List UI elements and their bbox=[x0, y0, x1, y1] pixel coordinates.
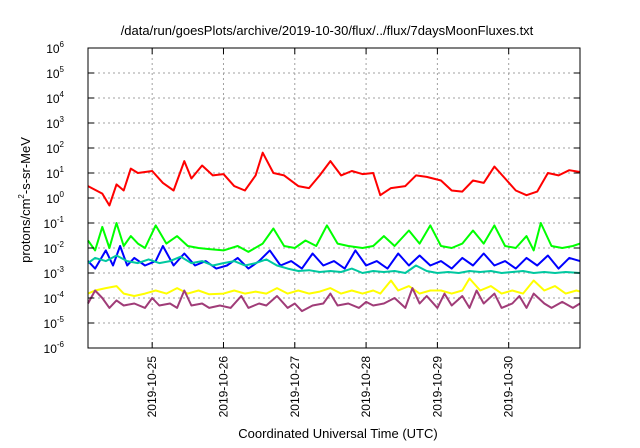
y-tick-label: 10-4 bbox=[44, 290, 65, 306]
y-tick-exponent: 3 bbox=[60, 115, 65, 124]
series-line-1 bbox=[87, 151, 581, 207]
series-line-4 bbox=[87, 254, 581, 274]
y-tick-exponent: 0 bbox=[60, 190, 65, 199]
y-axis: 10-610-510-410-310-210-11001011021031041… bbox=[44, 40, 580, 356]
y-tick-label: 102 bbox=[46, 140, 64, 156]
y-tick-exponent: -5 bbox=[57, 315, 65, 324]
y-tick-base: 10 bbox=[46, 117, 60, 131]
x-tick-label: 2019-10-25 bbox=[145, 356, 159, 418]
y-tick-label: 100 bbox=[46, 190, 64, 206]
y-tick-base: 10 bbox=[46, 42, 60, 56]
x-tick-label: 2019-10-30 bbox=[502, 356, 516, 418]
y-tick-label: 10-6 bbox=[44, 340, 65, 356]
y-tick-base: 10 bbox=[46, 142, 60, 156]
y-tick-label: 106 bbox=[46, 40, 64, 56]
y-tick-label: 10-1 bbox=[44, 215, 65, 231]
y-tick-label: 101 bbox=[46, 165, 64, 181]
y-tick-base: 10 bbox=[44, 342, 58, 356]
y-tick-exponent: -3 bbox=[57, 265, 65, 274]
y-tick-base: 10 bbox=[46, 192, 60, 206]
chart-title: /data/run/goesPlots/archive/2019-10-30/f… bbox=[121, 23, 534, 38]
x-axis: 2019-10-25 2019-10-26 2019-10-27 2019-10-28… bbox=[145, 48, 516, 417]
y-tick-label: 10-5 bbox=[44, 315, 65, 331]
x-axis-label: Coordinated Universal Time (UTC) bbox=[238, 426, 437, 441]
y-tick-exponent: -1 bbox=[57, 215, 65, 224]
grid bbox=[88, 48, 580, 348]
x-tick-label: 2019-10-29 bbox=[430, 356, 444, 418]
y-tick-base: 10 bbox=[44, 267, 58, 281]
y-tick-base: 10 bbox=[46, 67, 60, 81]
x-tick-label: 2019-10-27 bbox=[288, 356, 302, 418]
y-tick-label: 103 bbox=[46, 115, 64, 131]
y-tick-base: 10 bbox=[44, 317, 58, 331]
data-series bbox=[87, 151, 581, 313]
y-tick-exponent: -2 bbox=[57, 240, 65, 249]
y-tick-base: 10 bbox=[44, 217, 58, 231]
series-line-6 bbox=[87, 287, 581, 313]
y-tick-exponent: 1 bbox=[60, 165, 65, 174]
y-tick-label: 105 bbox=[46, 65, 64, 81]
y-axis-label-main: protons/cm bbox=[18, 199, 33, 263]
y-tick-label: 10-2 bbox=[44, 240, 65, 256]
y-tick-label: 10-3 bbox=[44, 265, 65, 281]
y-tick-exponent: -4 bbox=[57, 290, 65, 299]
x-tick-label: 2019-10-28 bbox=[359, 356, 373, 418]
y-tick-exponent: 2 bbox=[60, 140, 65, 149]
y-tick-base: 10 bbox=[46, 92, 60, 106]
y-axis-label: protons/cm2-s-sr-MeV bbox=[17, 137, 33, 263]
series-line-5 bbox=[87, 277, 581, 297]
y-axis-label-exp: 2 bbox=[17, 194, 26, 199]
y-tick-label: 104 bbox=[46, 90, 64, 106]
y-tick-base: 10 bbox=[44, 242, 58, 256]
y-tick-exponent: -6 bbox=[57, 340, 65, 349]
x-tick-label: 2019-10-26 bbox=[216, 356, 230, 418]
series-line-3 bbox=[87, 245, 581, 270]
y-tick-base: 10 bbox=[44, 292, 58, 306]
y-axis-label-rest: -s-sr-MeV bbox=[18, 137, 33, 194]
y-tick-base: 10 bbox=[46, 167, 60, 181]
y-tick-exponent: 4 bbox=[60, 90, 65, 99]
y-tick-exponent: 5 bbox=[60, 65, 65, 74]
series-line-2 bbox=[87, 222, 581, 253]
y-tick-exponent: 6 bbox=[60, 40, 65, 49]
